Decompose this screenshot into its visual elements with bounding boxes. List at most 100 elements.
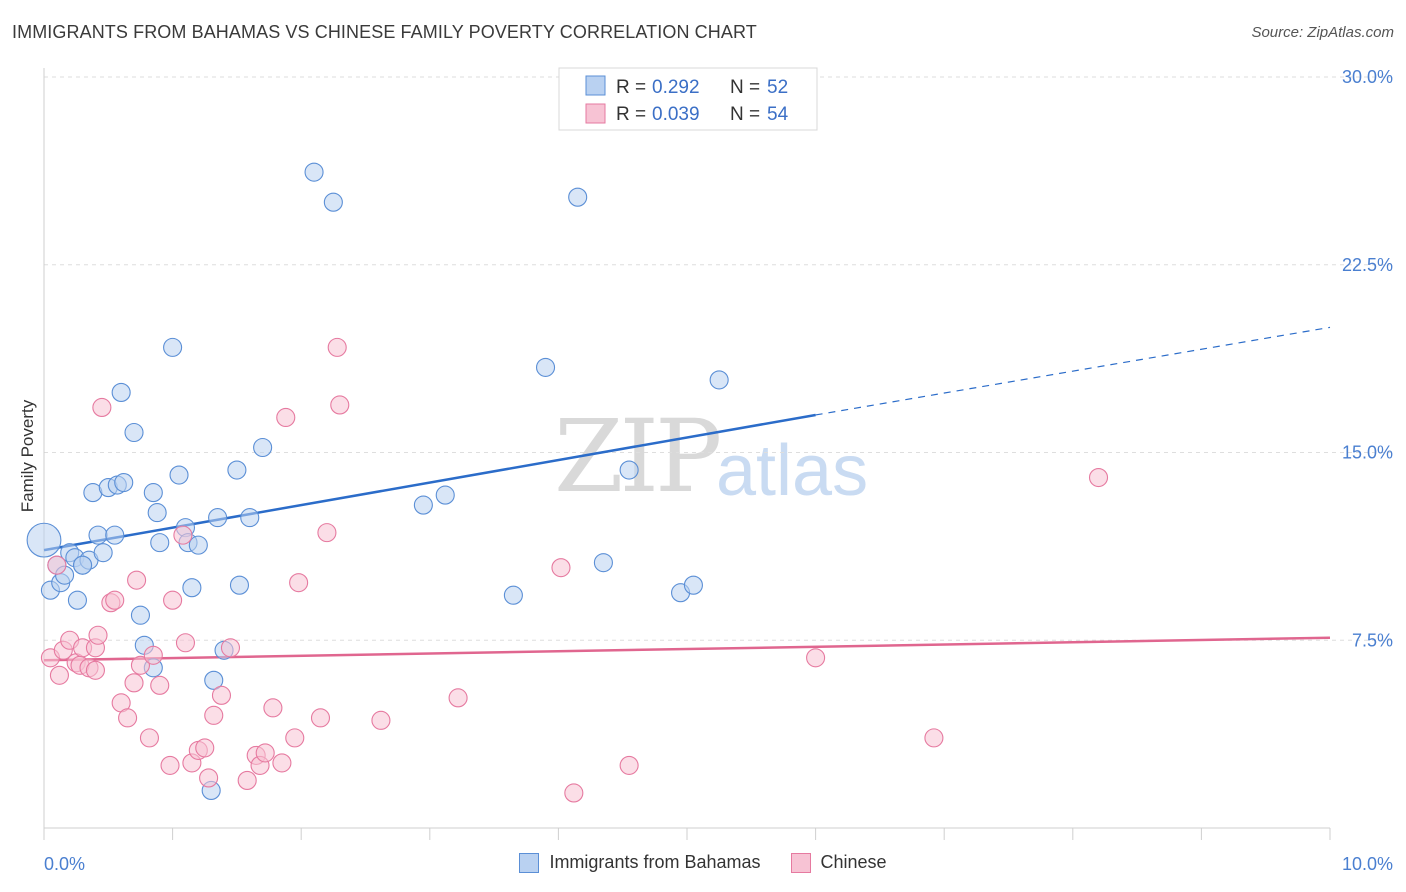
point-chinese-23 (160, 755, 180, 775)
point-chinese-14 (105, 590, 125, 610)
trend-lines (43, 326, 1331, 662)
point-bahamas-41 (413, 495, 433, 515)
point-bahamas-30 (188, 535, 208, 555)
point-chinese-32 (211, 685, 232, 705)
point-chinese-18 (127, 570, 147, 590)
y-tick-label-1: 15.0% (1342, 443, 1393, 463)
legend-swatch-pink (585, 103, 606, 124)
point-chinese-45 (327, 337, 347, 357)
point-chinese-24 (163, 590, 183, 610)
point-bahamas-24 (150, 533, 170, 553)
point-chinese-42 (289, 573, 309, 593)
point-bahamas-39 (304, 162, 324, 182)
point-chinese-20 (139, 728, 160, 748)
point-bahamas-12 (93, 543, 113, 563)
point-bahamas-37 (240, 508, 260, 528)
point-bahamas-22 (143, 483, 163, 503)
point-bahamas-26 (169, 465, 189, 485)
point-chinese-1 (47, 555, 67, 575)
point-chinese-34 (237, 770, 257, 790)
point-bahamas-29 (182, 578, 202, 598)
legend-n-value-1: 52 (767, 77, 788, 98)
point-bahamas-42 (435, 485, 455, 505)
legend-r-label-2: R = (616, 104, 646, 125)
point-chinese-2 (49, 665, 69, 685)
point-bahamas-7 (67, 590, 87, 610)
point-chinese-44 (317, 523, 337, 543)
axes (43, 68, 1330, 829)
point-bahamas-14 (105, 525, 125, 545)
point-chinese-21 (143, 645, 163, 665)
point-chinese-30 (199, 768, 219, 788)
point-bahamas-43 (503, 585, 523, 605)
series-legend-item-chinese: Chinese (790, 852, 887, 873)
chart-title: IMMIGRANTS FROM BAHAMAS VS CHINESE FAMIL… (12, 22, 757, 42)
point-chinese-39 (272, 753, 292, 773)
series-legend: Immigrants from Bahamas Chinese (0, 852, 1406, 873)
point-bahamas-44 (535, 357, 556, 377)
legend-swatch-blue (585, 75, 606, 96)
point-chinese-37 (255, 743, 275, 763)
point-chinese-22 (150, 675, 170, 695)
point-bahamas-33 (208, 508, 228, 528)
trend-line-chinese (43, 636, 1331, 662)
point-chinese-46 (330, 395, 350, 415)
point-chinese-43 (310, 708, 331, 728)
point-bahamas-19 (130, 605, 150, 625)
point-chinese-9 (85, 660, 105, 680)
point-bahamas-38 (253, 437, 273, 458)
legend-r-label-1: R = (616, 77, 646, 98)
point-chinese-31 (204, 705, 224, 725)
point-chinese-47 (371, 710, 391, 730)
grid-lines (44, 76, 1393, 641)
point-chinese-53 (924, 728, 944, 748)
y-tick-label-3: 30.0% (1342, 67, 1393, 87)
point-bahamas-0 (26, 522, 62, 558)
point-bahamas-36 (229, 575, 250, 595)
point-bahamas-17 (114, 473, 134, 493)
point-bahamas-23 (147, 503, 167, 523)
point-chinese-25 (173, 525, 193, 545)
point-chinese-16 (118, 708, 138, 728)
series-swatch-bahamas (519, 852, 540, 873)
point-chinese-54 (1088, 467, 1109, 488)
point-chinese-33 (220, 638, 241, 658)
point-chinese-19 (130, 655, 150, 675)
legend-n-label-2: N = (730, 104, 760, 125)
point-bahamas-47 (619, 460, 639, 480)
watermark-atlas: atlas (716, 431, 869, 511)
point-chinese-26 (175, 633, 196, 653)
point-chinese-40 (276, 407, 296, 428)
y-tick-labels: 7.5% 15.0% 22.5% 30.0% (1342, 67, 1393, 650)
trend-line-bahamas-extension (815, 326, 1331, 416)
point-bahamas-50 (709, 370, 729, 390)
point-chinese-17 (124, 673, 144, 693)
point-chinese-11 (88, 625, 108, 645)
point-bahamas-45 (568, 187, 588, 207)
point-chinese-52 (806, 648, 826, 668)
point-bahamas-46 (593, 553, 613, 573)
series-legend-item-bahamas: Immigrants from Bahamas (519, 852, 761, 873)
x-ticks (43, 828, 1331, 840)
point-chinese-12 (92, 397, 112, 418)
correlation-legend: R = 0.292 N = 52 R = 0.039 N = 54 (558, 67, 818, 131)
point-bahamas-35 (227, 460, 247, 480)
y-tick-label-2: 22.5% (1342, 255, 1393, 275)
point-bahamas-51 (73, 555, 93, 575)
point-chinese-50 (564, 783, 584, 803)
data-points (26, 162, 1109, 803)
legend-n-value-2: 54 (767, 104, 789, 125)
legend-n-label-1: N = (730, 77, 760, 98)
x-tick-label-min: 0.0% (44, 854, 85, 874)
point-bahamas-16 (111, 382, 131, 402)
series-label-bahamas: Immigrants from Bahamas (549, 852, 761, 872)
point-bahamas-40 (323, 192, 343, 212)
legend-r-value-1: 0.292 (652, 77, 700, 98)
point-bahamas-11 (88, 525, 108, 545)
point-chinese-29 (195, 738, 215, 758)
legend-r-value-2: 0.039 (652, 104, 700, 125)
series-label-chinese: Chinese (820, 852, 887, 872)
point-bahamas-25 (163, 337, 183, 357)
x-tick-label-max: 10.0% (1342, 854, 1393, 874)
